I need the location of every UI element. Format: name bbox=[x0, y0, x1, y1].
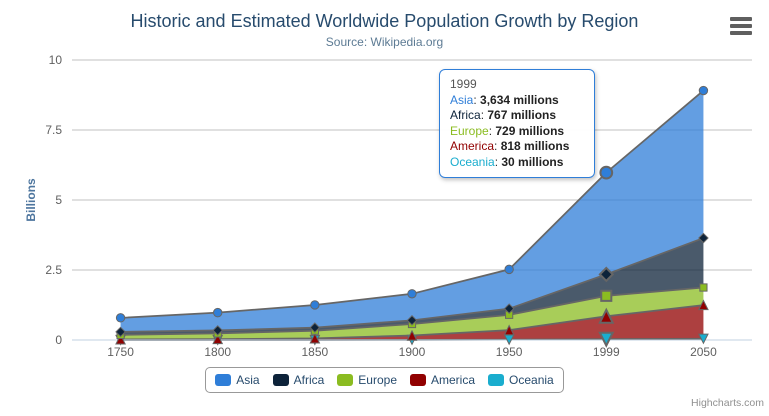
tooltip-row: Africa: 767 millions bbox=[450, 108, 557, 122]
x-axis-label: 1950 bbox=[495, 345, 523, 359]
marker-oceania-1999[interactable] bbox=[598, 331, 615, 348]
x-axis-label: 1750 bbox=[107, 345, 134, 359]
legend-label: Africa bbox=[293, 373, 325, 387]
marker-asia-1999[interactable] bbox=[599, 165, 614, 180]
legend-label: Asia bbox=[236, 373, 260, 387]
tooltip-row: Asia: 3,634 millions bbox=[450, 92, 559, 107]
x-axis-label: 1850 bbox=[301, 345, 329, 359]
legend-swatch-america bbox=[410, 374, 426, 386]
marker-america-2050[interactable] bbox=[698, 299, 709, 311]
legend-swatch-asia bbox=[215, 374, 232, 386]
y-axis-label: 10 bbox=[48, 53, 62, 67]
marker-africa-1750[interactable] bbox=[115, 326, 126, 338]
x-axis-label: 1999 bbox=[592, 345, 620, 359]
legend-label: Europe bbox=[358, 373, 397, 387]
area-africa[interactable] bbox=[120, 238, 704, 335]
tooltip-series-value: 30 millions bbox=[501, 154, 564, 169]
marker-america-1850[interactable] bbox=[309, 332, 321, 344]
marker-europe-1999[interactable] bbox=[600, 289, 613, 302]
marker-asia-1900[interactable] bbox=[407, 289, 417, 299]
x-axis-label: 2050 bbox=[690, 345, 717, 359]
legend-item-oceania[interactable]: Oceania bbox=[488, 373, 554, 387]
tooltip-row: Oceania: 30 millions bbox=[450, 154, 564, 169]
marker-africa-1800[interactable] bbox=[212, 325, 224, 336]
marker-africa-1900[interactable] bbox=[406, 315, 418, 326]
chart-subtitle: Source: Wikipedia.org bbox=[325, 35, 444, 49]
area-asia[interactable] bbox=[120, 90, 704, 332]
tooltip-row: America: 818 millions bbox=[450, 139, 570, 153]
chart-title: Historic and Estimated Worldwide Populat… bbox=[130, 11, 639, 31]
legend-box: Asia Africa Europe America Oceania bbox=[205, 367, 564, 393]
marker-asia-1800[interactable] bbox=[213, 307, 223, 318]
hamburger-icon bbox=[730, 17, 752, 21]
marker-africa-2050[interactable] bbox=[698, 232, 709, 244]
legend-item-america[interactable]: America bbox=[410, 373, 475, 387]
marker-asia-2050[interactable] bbox=[698, 85, 709, 96]
marker-america-1750[interactable] bbox=[115, 333, 126, 345]
marker-oceania-2050[interactable] bbox=[698, 333, 709, 345]
marker-africa-1950[interactable] bbox=[503, 303, 515, 314]
credits-link[interactable]: Highcharts.com bbox=[691, 397, 764, 409]
legend-item-africa[interactable]: Africa bbox=[272, 373, 325, 387]
legend-swatch-africa bbox=[272, 374, 289, 386]
legend: Asia Africa Europe America Oceania bbox=[0, 367, 769, 393]
area-america[interactable] bbox=[120, 305, 704, 340]
tooltip-row: Europe: 729 millions bbox=[450, 123, 565, 138]
legend-item-europe[interactable]: Europe bbox=[337, 373, 397, 387]
legend-label: Oceania bbox=[509, 373, 554, 387]
tooltip-series-value: 767 millions bbox=[487, 108, 557, 122]
tooltip-series-value: 818 millions bbox=[500, 139, 570, 153]
marker-europe-2050[interactable] bbox=[699, 283, 708, 292]
tooltip-series-value: 729 millions bbox=[495, 123, 565, 138]
hamburger-icon bbox=[730, 31, 752, 35]
tooltip-header: 1999 bbox=[450, 77, 477, 91]
legend-label: America bbox=[431, 373, 476, 387]
marker-asia-1850[interactable] bbox=[310, 300, 320, 310]
marker-america-1950[interactable] bbox=[503, 324, 515, 336]
tooltip-series-name: America bbox=[450, 139, 495, 153]
marker-asia-1750[interactable] bbox=[115, 313, 126, 323]
tooltip-series-name: Oceania bbox=[450, 154, 495, 169]
marker-america-1999[interactable] bbox=[598, 307, 615, 324]
y-axis-label: 2.5 bbox=[45, 263, 62, 277]
marker-africa-1999[interactable] bbox=[598, 266, 615, 283]
context-menu-button[interactable] bbox=[728, 15, 754, 37]
hamburger-icon bbox=[730, 24, 752, 28]
tooltip-series-value: 3,634 millions bbox=[480, 92, 559, 107]
y-axis-label: 7.5 bbox=[45, 123, 62, 137]
legend-swatch-europe bbox=[337, 374, 354, 386]
marker-america-1800[interactable] bbox=[212, 333, 224, 345]
marker-america-1900[interactable] bbox=[406, 329, 418, 341]
y-axis-label: 0 bbox=[55, 333, 62, 347]
y-axis-label: 5 bbox=[55, 193, 62, 207]
x-axis-label: 1800 bbox=[204, 345, 232, 359]
tooltip: 1999 Asia: 3,634 millions Africa: 767 mil… bbox=[439, 69, 595, 178]
marker-africa-1850[interactable] bbox=[309, 322, 321, 333]
legend-swatch-oceania bbox=[488, 374, 505, 386]
x-axis-label: 1900 bbox=[398, 345, 426, 359]
legend-item-asia[interactable]: Asia bbox=[215, 373, 260, 387]
marker-asia-1950[interactable] bbox=[504, 264, 514, 275]
tooltip-series-name: Europe bbox=[450, 123, 489, 138]
tooltip-series-name: Asia bbox=[450, 92, 474, 107]
tooltip-series-name: Africa bbox=[450, 108, 481, 122]
